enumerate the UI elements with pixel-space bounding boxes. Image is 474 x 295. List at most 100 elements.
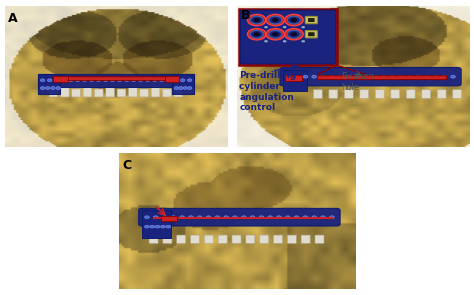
FancyBboxPatch shape — [117, 89, 126, 97]
FancyBboxPatch shape — [273, 235, 283, 243]
Circle shape — [407, 75, 412, 78]
Circle shape — [90, 79, 94, 82]
Circle shape — [138, 79, 143, 82]
FancyBboxPatch shape — [138, 208, 340, 226]
FancyBboxPatch shape — [280, 68, 461, 86]
Circle shape — [118, 79, 122, 82]
Circle shape — [233, 216, 237, 219]
Text: A: A — [8, 12, 18, 24]
Circle shape — [320, 216, 325, 219]
FancyBboxPatch shape — [406, 90, 415, 98]
Circle shape — [155, 225, 160, 228]
Circle shape — [259, 216, 264, 219]
FancyBboxPatch shape — [305, 31, 318, 38]
Circle shape — [224, 216, 228, 219]
Circle shape — [287, 30, 301, 38]
FancyBboxPatch shape — [140, 89, 148, 97]
Circle shape — [338, 75, 343, 78]
FancyBboxPatch shape — [329, 90, 337, 98]
Circle shape — [96, 79, 101, 82]
FancyBboxPatch shape — [308, 18, 315, 22]
Circle shape — [247, 29, 266, 40]
Circle shape — [425, 75, 429, 78]
FancyBboxPatch shape — [106, 88, 114, 97]
Circle shape — [329, 216, 334, 219]
Circle shape — [264, 40, 268, 42]
Circle shape — [110, 79, 115, 82]
Circle shape — [399, 75, 403, 78]
Circle shape — [320, 75, 325, 78]
Circle shape — [162, 216, 167, 219]
Circle shape — [187, 79, 192, 82]
FancyBboxPatch shape — [49, 89, 58, 97]
Circle shape — [272, 32, 279, 36]
Circle shape — [283, 26, 286, 28]
Circle shape — [284, 29, 303, 40]
Circle shape — [266, 14, 284, 26]
FancyBboxPatch shape — [149, 235, 158, 243]
Circle shape — [40, 79, 45, 82]
FancyBboxPatch shape — [246, 235, 255, 243]
Circle shape — [272, 18, 279, 22]
Circle shape — [303, 75, 308, 78]
FancyBboxPatch shape — [72, 89, 81, 97]
FancyBboxPatch shape — [94, 89, 103, 97]
Circle shape — [47, 79, 52, 82]
Circle shape — [166, 79, 171, 82]
Circle shape — [55, 79, 59, 82]
Circle shape — [145, 216, 149, 219]
Circle shape — [285, 216, 290, 219]
Circle shape — [197, 216, 202, 219]
Circle shape — [294, 216, 299, 219]
Circle shape — [442, 75, 447, 78]
Circle shape — [301, 40, 305, 42]
FancyBboxPatch shape — [60, 88, 69, 97]
Circle shape — [103, 79, 108, 82]
FancyBboxPatch shape — [360, 90, 369, 98]
FancyBboxPatch shape — [345, 90, 353, 98]
Circle shape — [250, 16, 263, 24]
Circle shape — [294, 75, 299, 78]
Text: Pre-drilling
cylinder with
angulation
control: Pre-drilling cylinder with angulation co… — [239, 71, 306, 112]
FancyBboxPatch shape — [453, 90, 462, 98]
FancyBboxPatch shape — [163, 89, 171, 97]
Circle shape — [187, 87, 192, 89]
FancyBboxPatch shape — [204, 235, 213, 243]
Circle shape — [171, 216, 176, 219]
FancyBboxPatch shape — [305, 17, 318, 24]
Circle shape — [287, 16, 301, 24]
Circle shape — [131, 79, 136, 82]
FancyBboxPatch shape — [438, 90, 446, 98]
Text: Fixation
hole: Fixation hole — [341, 73, 374, 92]
Circle shape — [286, 75, 291, 78]
Circle shape — [51, 87, 55, 89]
FancyBboxPatch shape — [53, 77, 179, 81]
FancyBboxPatch shape — [232, 235, 241, 243]
Circle shape — [159, 79, 164, 82]
Circle shape — [433, 75, 438, 78]
Circle shape — [269, 16, 282, 24]
Circle shape — [269, 30, 282, 38]
Polygon shape — [38, 74, 194, 87]
Circle shape — [161, 225, 165, 228]
Circle shape — [301, 26, 305, 28]
Circle shape — [390, 75, 394, 78]
FancyBboxPatch shape — [83, 88, 92, 97]
FancyBboxPatch shape — [191, 235, 200, 243]
Circle shape — [166, 225, 171, 228]
Circle shape — [183, 87, 187, 89]
Circle shape — [215, 216, 220, 219]
FancyBboxPatch shape — [375, 90, 384, 98]
FancyBboxPatch shape — [177, 235, 186, 243]
Circle shape — [277, 216, 282, 219]
Circle shape — [68, 79, 73, 82]
Circle shape — [247, 14, 266, 26]
Circle shape — [291, 18, 297, 22]
Circle shape — [364, 75, 368, 78]
Circle shape — [346, 75, 351, 78]
Circle shape — [150, 225, 155, 228]
FancyBboxPatch shape — [128, 88, 137, 97]
Circle shape — [154, 216, 158, 219]
FancyBboxPatch shape — [151, 88, 160, 97]
Circle shape — [268, 216, 273, 219]
